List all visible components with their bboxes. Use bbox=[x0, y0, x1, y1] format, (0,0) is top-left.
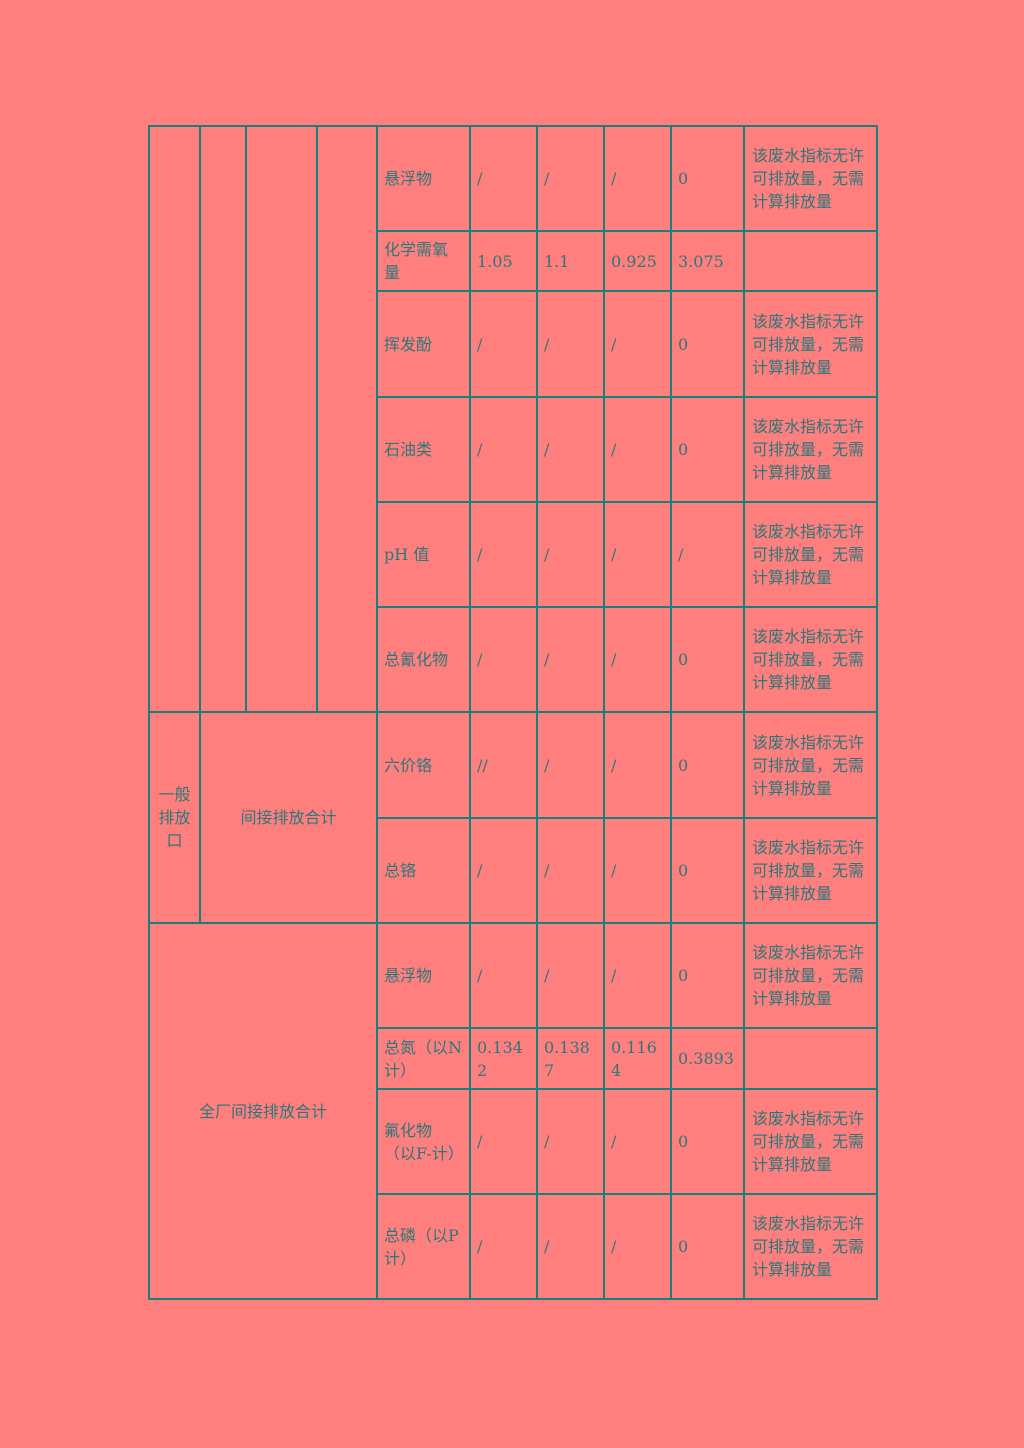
value-cell: 0.925 bbox=[603, 230, 672, 292]
pollutant-cell: pH 值 bbox=[376, 501, 471, 608]
value-cell: 1.1 bbox=[536, 230, 605, 292]
pollutant-cell: 总氮（以N计） bbox=[376, 1027, 471, 1090]
pollutant-cell: 挥发酚 bbox=[376, 290, 471, 398]
pollutant-cell: 悬浮物 bbox=[376, 922, 471, 1029]
pollutant-cell: 总铬 bbox=[376, 817, 471, 924]
note-cell: 该废水指标无许可排放量，无需计算排放量 bbox=[743, 290, 878, 398]
value-cell: / bbox=[603, 817, 672, 924]
value-cell: / bbox=[536, 817, 605, 924]
pollutant-cell: 石油类 bbox=[376, 396, 471, 503]
value-cell: / bbox=[603, 501, 672, 608]
pollutant-cell: 六价铬 bbox=[376, 711, 471, 819]
total-cell: 0 bbox=[670, 711, 745, 819]
note-cell: 该废水指标无许可排放量，无需计算排放量 bbox=[743, 606, 878, 713]
value-cell: / bbox=[603, 922, 672, 1029]
value-cell: // bbox=[469, 711, 538, 819]
total-cell: 0 bbox=[670, 1193, 745, 1300]
pollutant-cell: 总氰化物 bbox=[376, 606, 471, 713]
value-cell: 0.1164 bbox=[603, 1027, 672, 1090]
empty-merged-cell bbox=[316, 125, 378, 713]
table-row: 悬浮物 / //0 该废水指标无许可排放量，无需计算排放量 bbox=[148, 125, 878, 713]
value-cell: / bbox=[469, 1088, 538, 1195]
value-cell: / bbox=[469, 125, 538, 232]
empty-merged-cell bbox=[199, 125, 247, 713]
value-cell: / bbox=[603, 711, 672, 819]
value-cell: / bbox=[469, 817, 538, 924]
total-cell: 0 bbox=[670, 922, 745, 1029]
total-cell: 0 bbox=[670, 290, 745, 398]
table-row: 挥发酚 / //0 该废水指标无许可排放量，无需计算排放量 bbox=[149, 290, 878, 398]
value-cell: / bbox=[536, 290, 605, 398]
total-cell: 0 bbox=[670, 1088, 745, 1195]
value-cell: 0.1342 bbox=[469, 1027, 538, 1090]
note-cell: 该废水指标无许可排放量，无需计算排放量 bbox=[743, 817, 878, 924]
note-cell: 该废水指标无许可排放量，无需计算排放量 bbox=[743, 501, 878, 608]
table-row: 一般排放口 间接排放合计 六价铬////0 该废水指标无许可排放量，无需计算排放量 bbox=[148, 711, 878, 924]
pollutant-cell: 化学需氧量 bbox=[376, 230, 471, 292]
value-cell: 1.05 bbox=[469, 230, 538, 292]
value-cell: / bbox=[536, 501, 605, 608]
note-cell: 该废水指标无许可排放量，无需计算排放量 bbox=[743, 396, 878, 503]
total-cell: / bbox=[670, 501, 745, 608]
value-cell: / bbox=[603, 125, 672, 232]
value-cell: / bbox=[536, 1193, 605, 1300]
value-cell: / bbox=[469, 1193, 538, 1300]
value-cell: / bbox=[536, 125, 605, 232]
table-row: pH 值 / / / / 该废水指标无许可排放量，无需计算排放量 bbox=[149, 501, 878, 608]
value-cell: / bbox=[536, 922, 605, 1029]
value-cell: / bbox=[469, 290, 538, 398]
value-cell: / bbox=[603, 1088, 672, 1195]
table-row: 化学需氧量 1.05 1.1 0.925 3.075 bbox=[149, 230, 878, 292]
value-cell: / bbox=[603, 290, 672, 398]
value-cell: / bbox=[603, 606, 672, 713]
value-cell: / bbox=[469, 501, 538, 608]
indirect-total-cell: 间接排放合计 bbox=[199, 711, 378, 924]
total-cell: 0 bbox=[670, 125, 745, 232]
value-cell: / bbox=[536, 711, 605, 819]
table-body: 悬浮物 / //0 该废水指标无许可排放量，无需计算排放量 化学需氧量 1.05 1.1 0.… bbox=[148, 125, 878, 1300]
value-cell: / bbox=[603, 1193, 672, 1300]
outlet-type-cell: 一般排放口 bbox=[148, 711, 201, 924]
note-cell: 该废水指标无许可排放量，无需计算排放量 bbox=[743, 125, 878, 232]
value-cell: / bbox=[469, 922, 538, 1029]
value-cell: 0.1387 bbox=[536, 1027, 605, 1090]
note-cell bbox=[743, 230, 878, 292]
pollutant-cell: 悬浮物 bbox=[376, 125, 471, 232]
note-cell bbox=[743, 1027, 878, 1090]
value-cell: / bbox=[603, 396, 672, 503]
note-cell: 该废水指标无许可排放量，无需计算排放量 bbox=[743, 1088, 878, 1195]
pollutant-cell: 氟化物（以F-计） bbox=[376, 1088, 471, 1195]
total-cell: 0.3893 bbox=[670, 1027, 745, 1090]
table-row: 总铬 / //0 该废水指标无许可排放量，无需计算排放量 bbox=[149, 817, 878, 924]
total-cell: 0 bbox=[670, 606, 745, 713]
total-cell: 0 bbox=[670, 396, 745, 503]
note-cell: 该废水指标无许可排放量，无需计算排放量 bbox=[743, 922, 878, 1029]
emission-table: 悬浮物 / //0 该废水指标无许可排放量，无需计算排放量 化学需氧量 1.05 1.1 0.… bbox=[148, 125, 878, 1300]
table-row: 总氮（以N计） 0.1342 0.1387 0.1164 0.3893 bbox=[149, 1027, 878, 1090]
table-row: 总氰化物 / //0 该废水指标无许可排放量，无需计算排放量 bbox=[149, 606, 878, 713]
plant-indirect-total-cell: 全厂间接排放合计 bbox=[148, 922, 378, 1300]
table-row: 氟化物（以F-计） / //0 该废水指标无许可排放量，无需计算排放量 bbox=[149, 1088, 878, 1195]
pollutant-cell: 总磷（以P计） bbox=[376, 1193, 471, 1300]
table-row: 全厂间接排放合计 悬浮物 / //0 该废水指标无许可排放量，无需计算排放量 bbox=[148, 922, 878, 1300]
value-cell: / bbox=[536, 606, 605, 713]
value-cell: / bbox=[536, 396, 605, 503]
total-cell: 3.075 bbox=[670, 230, 745, 292]
total-cell: 0 bbox=[670, 817, 745, 924]
empty-merged-cell bbox=[245, 125, 318, 713]
note-cell: 该废水指标无许可排放量，无需计算排放量 bbox=[743, 1193, 878, 1300]
table-row: 总磷（以P计） / //0 该废水指标无许可排放量，无需计算排放量 bbox=[149, 1193, 878, 1300]
value-cell: / bbox=[469, 606, 538, 713]
table-row: 石油类 / //0 该废水指标无许可排放量，无需计算排放量 bbox=[149, 396, 878, 503]
value-cell: / bbox=[469, 396, 538, 503]
note-cell: 该废水指标无许可排放量，无需计算排放量 bbox=[743, 711, 878, 819]
value-cell: / bbox=[536, 1088, 605, 1195]
empty-merged-cell bbox=[148, 125, 201, 713]
